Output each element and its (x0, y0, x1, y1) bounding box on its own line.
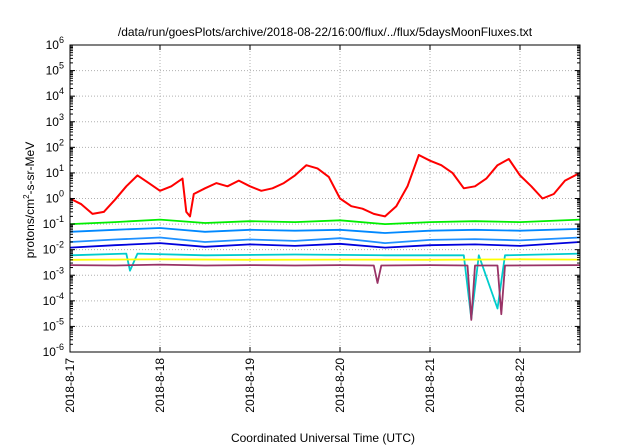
y-tick-label-base: 10 (43, 345, 57, 359)
y-tick-label: 104 (46, 86, 64, 103)
x-axis-label: Coordinated Universal Time (UTC) (231, 431, 415, 445)
y-tick-label: 10-4 (43, 291, 64, 308)
y-tick-label-base: 10 (43, 217, 57, 231)
y-axis-label-suffix: -s-sr-MeV (23, 142, 37, 195)
x-tick-label: 2018-8-17 (63, 358, 77, 413)
y-tick-label: 103 (46, 112, 64, 129)
y-tick-label-base: 10 (43, 243, 57, 257)
y-tick-label-exponent: -2 (56, 240, 64, 250)
series-line-1 (69, 154, 581, 218)
y-tick-label-exponent: 2 (59, 137, 64, 147)
y-tick-label-base: 10 (46, 166, 60, 180)
y-tick-label: 100 (46, 189, 64, 206)
y-tick-label-base: 10 (43, 319, 57, 333)
y-axis-label-prefix: protons/cm (23, 199, 37, 258)
y-tick-label-exponent: 0 (59, 189, 64, 199)
y-tick-label: 106 (46, 35, 64, 52)
y-axis-label: protons/cm2-s-sr-MeV (22, 142, 37, 258)
y-tick-label: 10-2 (43, 240, 64, 257)
y-tick-label-base: 10 (43, 268, 57, 282)
y-tick-label-base: 10 (46, 89, 60, 103)
grid (69, 44, 580, 353)
y-tick-label-base: 10 (46, 115, 60, 129)
y-tick-label-base: 10 (46, 38, 60, 52)
y-tick-label-base: 10 (46, 140, 60, 154)
y-tick-label: 105 (46, 61, 64, 78)
y-tick-label: 102 (46, 137, 64, 154)
y-tick-label-base: 10 (46, 64, 60, 78)
y-tick-label-base: 10 (46, 192, 60, 206)
x-tick-label: 2018-8-18 (153, 358, 167, 413)
chart-title: /data/run/goesPlots/archive/2018-08-22/1… (118, 25, 533, 39)
y-tick-label-exponent: 3 (59, 112, 64, 122)
y-tick-label: 101 (46, 163, 64, 180)
y-tick-label-exponent: 6 (59, 35, 64, 45)
series-line-4 (69, 236, 581, 245)
x-axis: 2018-8-17 2018-8-18 2018-8-19 2018-8-20 2018… (63, 45, 527, 413)
series-line-2 (69, 218, 581, 226)
y-tick-label-exponent: -1 (56, 214, 64, 224)
y-tick-label: 10-3 (43, 265, 64, 282)
y-tick-label-exponent: 1 (59, 163, 64, 173)
y-tick-label-exponent: 4 (59, 86, 64, 96)
series-line-7 (69, 258, 581, 261)
y-axis-label-superscript: 2 (22, 194, 31, 199)
series-group (69, 154, 581, 321)
y-tick-label: 10-1 (43, 214, 64, 231)
y-tick-label-exponent: -3 (56, 265, 64, 275)
series-line-3 (69, 227, 581, 234)
series-line-5 (69, 241, 581, 249)
series-line-8 (69, 263, 581, 321)
y-tick-label-base: 10 (43, 294, 57, 308)
y-tick-label-exponent: -6 (56, 342, 64, 352)
y-tick-label-exponent: -4 (56, 291, 64, 301)
y-tick-label: 10-5 (43, 316, 64, 333)
series-line-6 (69, 252, 581, 320)
x-tick-label: 2018-8-19 (243, 358, 257, 413)
y-tick-label-exponent: 5 (59, 61, 64, 71)
x-tick-label: 2018-8-20 (333, 358, 347, 413)
x-tick-label: 2018-8-22 (513, 358, 527, 413)
y-tick-label: 10-6 (43, 342, 64, 359)
y-axis: 10-610-510-410-310-210-11001011021031041… (43, 35, 580, 359)
x-tick-label: 2018-8-21 (423, 358, 437, 413)
y-tick-label-exponent: -5 (56, 316, 64, 326)
